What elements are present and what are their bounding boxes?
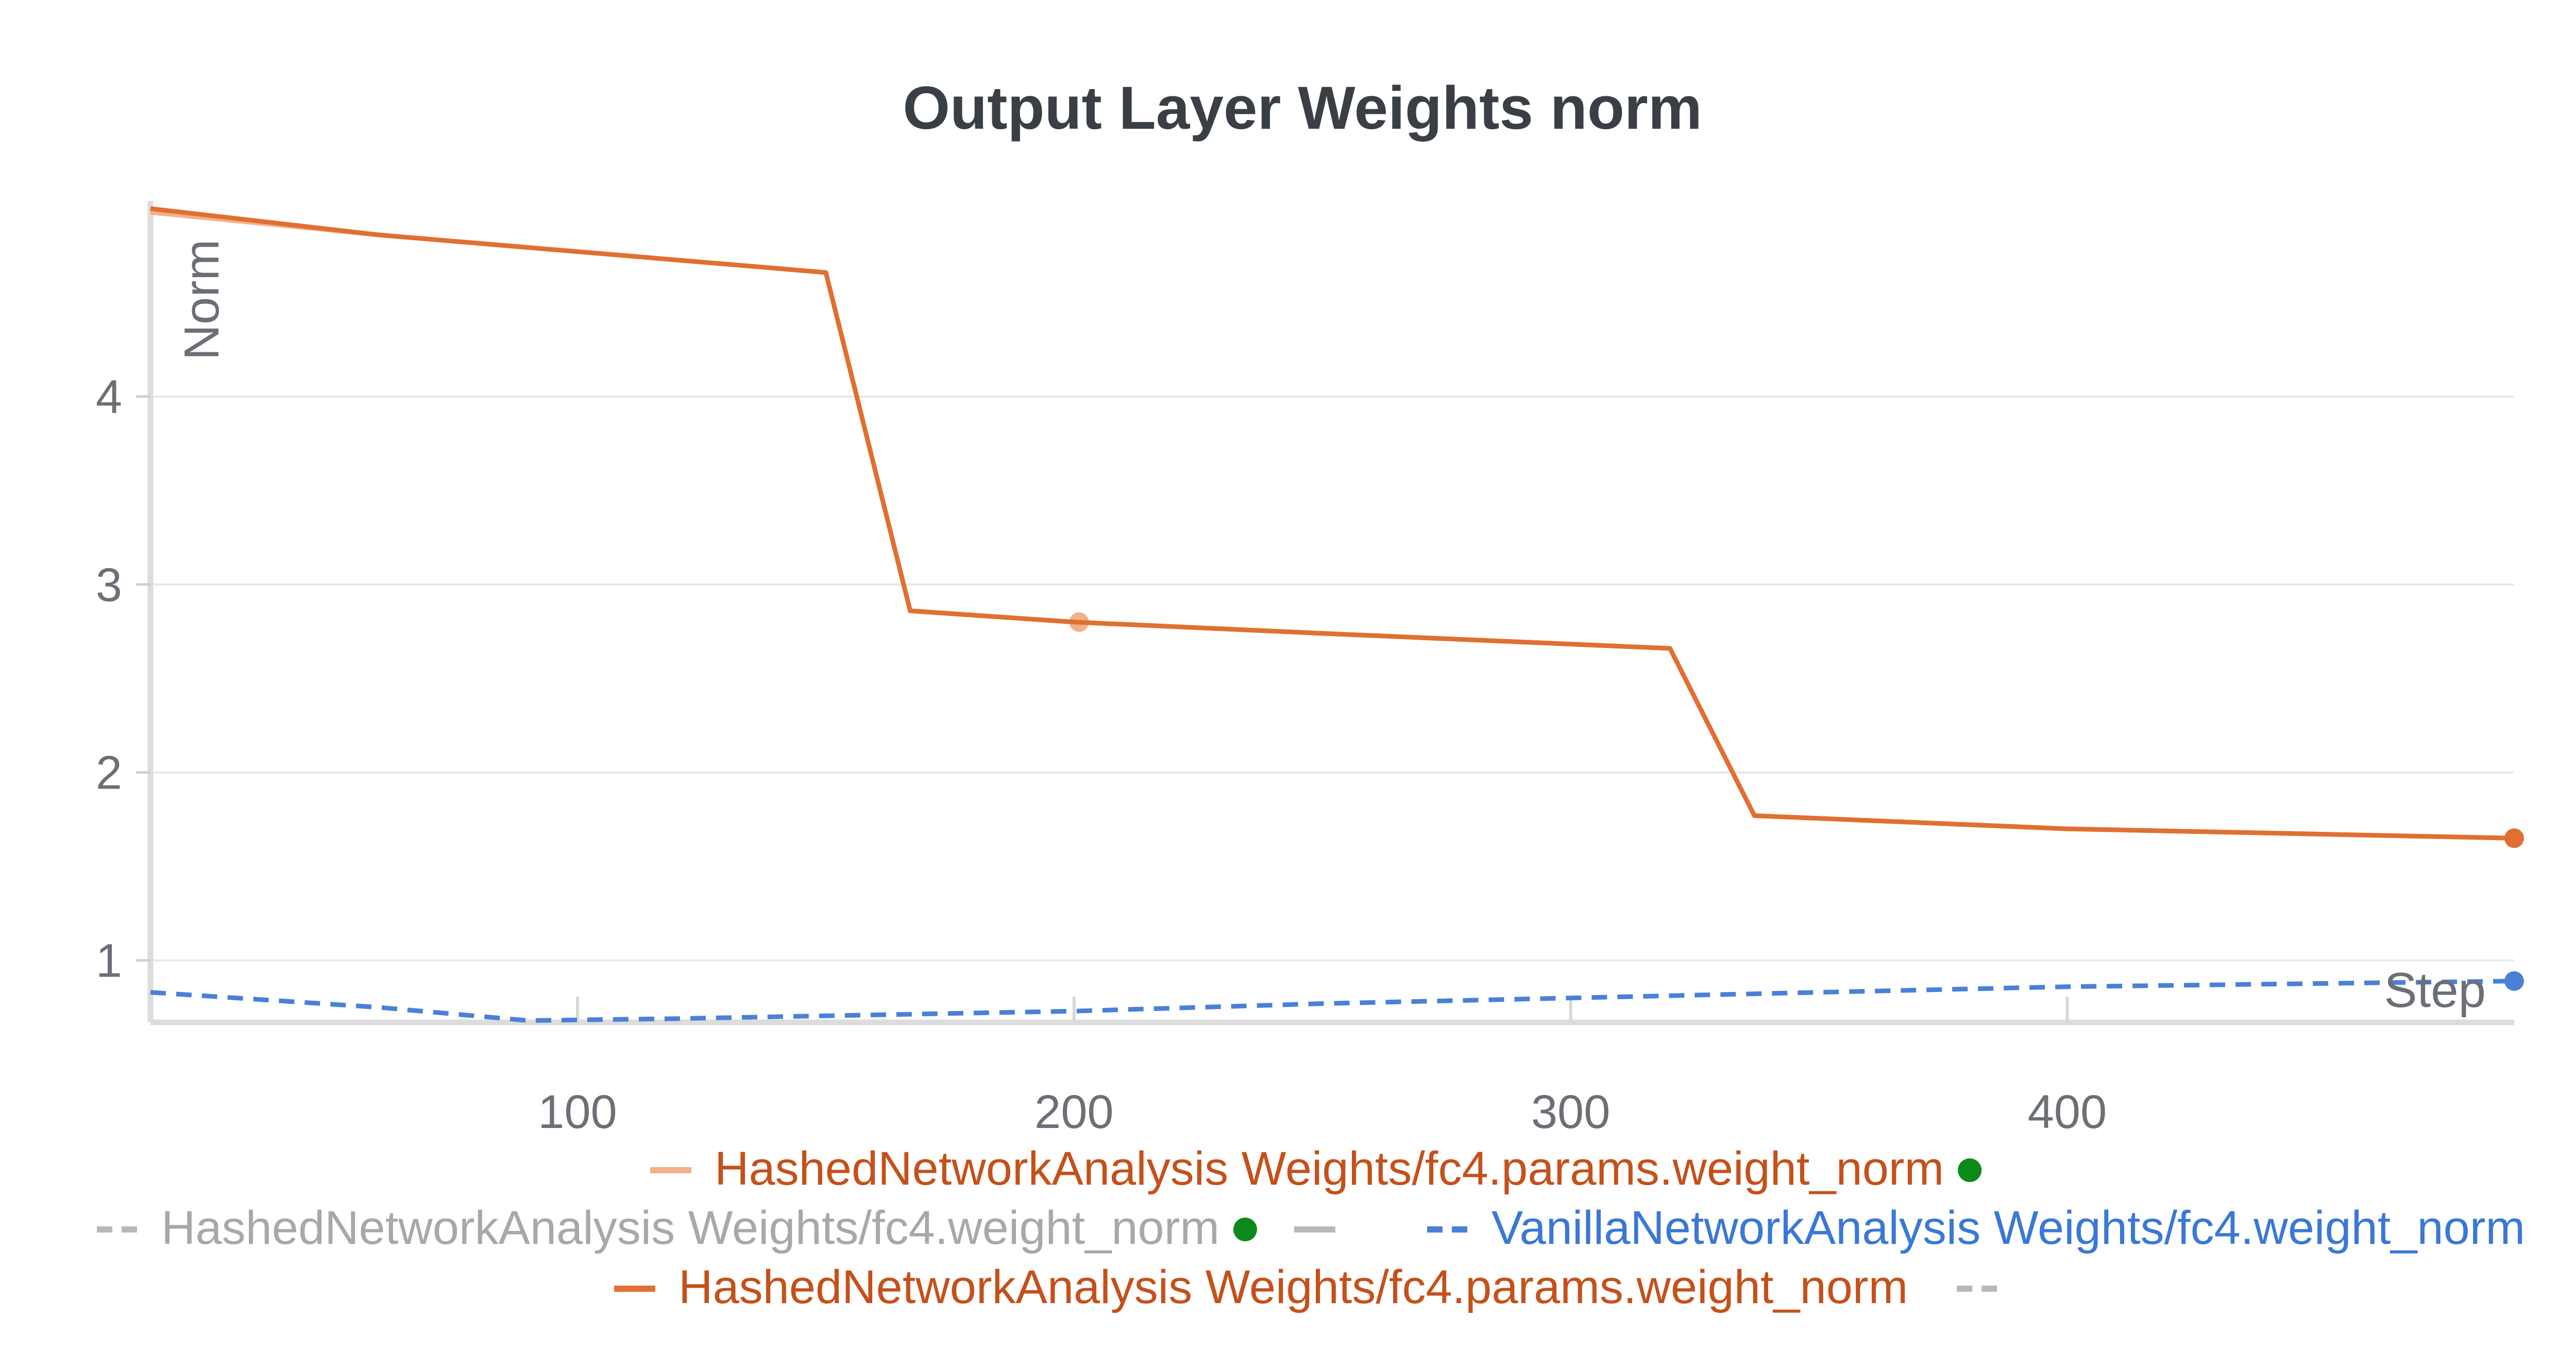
chart-title: Output Layer Weights norm xyxy=(903,74,1702,142)
legend-label: HashedNetworkAnalysis Weights/fc4.params… xyxy=(715,1142,1944,1195)
y-tick-label: 2 xyxy=(96,747,122,799)
x-axis-ticks: 100 200 300 400 xyxy=(538,997,2107,1138)
y-axis-ticks: 1 2 3 4 xyxy=(96,371,150,987)
series-lines xyxy=(150,206,2524,1023)
x-axis-label: Step xyxy=(2384,963,2486,1018)
series-line-1 xyxy=(150,210,2515,841)
status-dot xyxy=(1958,1158,1982,1182)
x-tick-label: 400 xyxy=(2028,1086,2107,1138)
y-axis-label: Norm xyxy=(174,240,229,361)
series-line-3 xyxy=(150,979,2515,1023)
legend: HashedNetworkAnalysis Weights/fc4.params… xyxy=(97,1142,2525,1313)
legend-label: VanillaNetworkAnalysis Weights/fc4.weigh… xyxy=(1492,1202,2525,1254)
axes xyxy=(147,201,2514,1025)
series-line-4 xyxy=(150,206,2515,841)
x-tick-label: 100 xyxy=(538,1086,617,1138)
legend-item-2: HashedNetworkAnalysis Weights/fc4.weight… xyxy=(97,1202,1335,1254)
series-end-marker-3 xyxy=(2504,971,2524,991)
legend-item-1: HashedNetworkAnalysis Weights/fc4.params… xyxy=(650,1142,1982,1195)
legend-label: HashedNetworkAnalysis Weights/fc4.params… xyxy=(679,1261,1908,1313)
legend-item-4: HashedNetworkAnalysis Weights/fc4.params… xyxy=(614,1261,1998,1313)
legend-item-3: VanillaNetworkAnalysis Weights/fc4.weigh… xyxy=(1427,1202,2525,1254)
y-tick-label: 4 xyxy=(96,371,122,423)
gridlines xyxy=(150,395,2514,962)
status-dot xyxy=(1233,1218,1257,1241)
x-tick-label: 200 xyxy=(1035,1086,1114,1138)
y-tick-label: 3 xyxy=(96,559,122,611)
series-end-marker-4 xyxy=(2504,828,2524,848)
legend-label: HashedNetworkAnalysis Weights/fc4.weight… xyxy=(161,1202,1219,1254)
x-tick-label: 300 xyxy=(1531,1086,1611,1138)
y-tick-label: 1 xyxy=(96,935,122,987)
